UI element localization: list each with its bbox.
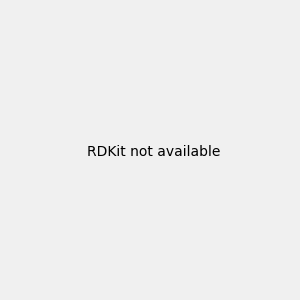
Text: RDKit not available: RDKit not available — [87, 145, 220, 158]
